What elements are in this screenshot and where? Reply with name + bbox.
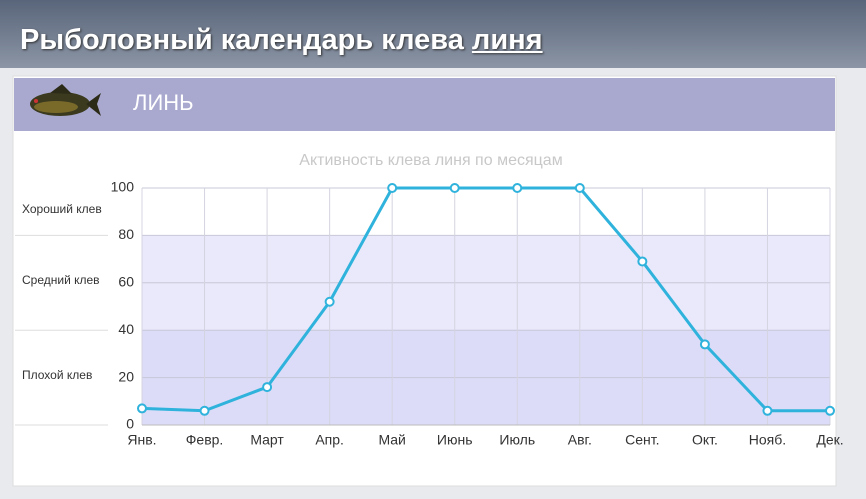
data-point (324, 296, 335, 307)
band-label: Средний клев (22, 273, 100, 287)
data-point (825, 405, 835, 416)
data-point (637, 256, 648, 267)
x-tick-label: Июль (499, 432, 535, 448)
x-tick-label: Янв. (127, 432, 156, 448)
x-tick-label: Март (250, 432, 284, 448)
x-tick-label: Май (378, 432, 405, 448)
header: Рыболовный календарь клева линя (0, 0, 866, 68)
band-label: Плохой клев (22, 368, 92, 382)
y-tick-label: 0 (126, 416, 134, 432)
band (142, 188, 830, 236)
chart-title: Активность клева линя по месяцам (299, 152, 562, 169)
data-point (199, 405, 210, 416)
fish-icon (30, 84, 101, 116)
header-title: Рыболовный календарь клева линя (20, 24, 543, 57)
y-tick-label: 60 (118, 274, 134, 290)
data-point (137, 403, 147, 414)
panel-name: ЛИНЬ (133, 90, 194, 115)
data-point (699, 339, 710, 350)
data-point (449, 183, 460, 193)
x-tick-label: Сент. (625, 432, 659, 448)
band-label: Хороший клев (22, 202, 102, 216)
data-point (387, 183, 398, 193)
x-tick-label: Февр. (186, 432, 224, 448)
series-line (141, 186, 830, 413)
x-tick-label: Апр. (315, 432, 344, 448)
y-tick-label: 100 (111, 179, 135, 195)
panel-header (14, 78, 835, 131)
x-tick-label: Июнь (437, 432, 473, 448)
data-point (512, 183, 523, 193)
data-point (262, 382, 273, 393)
x-tick-label: Дек. (816, 432, 843, 448)
x-tick-label: Нояб. (749, 432, 786, 448)
y-tick-label: 40 (118, 321, 134, 337)
y-tick-label: 20 (118, 368, 134, 384)
x-tick-label: Окт. (692, 432, 718, 448)
x-tick-label: Авг. (568, 432, 592, 448)
fish-link[interactable]: линя (471, 24, 543, 56)
y-tick-label: 80 (118, 226, 134, 242)
data-point (574, 183, 585, 193)
data-point (762, 405, 773, 416)
title-text: Рыболовный календарь клева (20, 24, 464, 56)
